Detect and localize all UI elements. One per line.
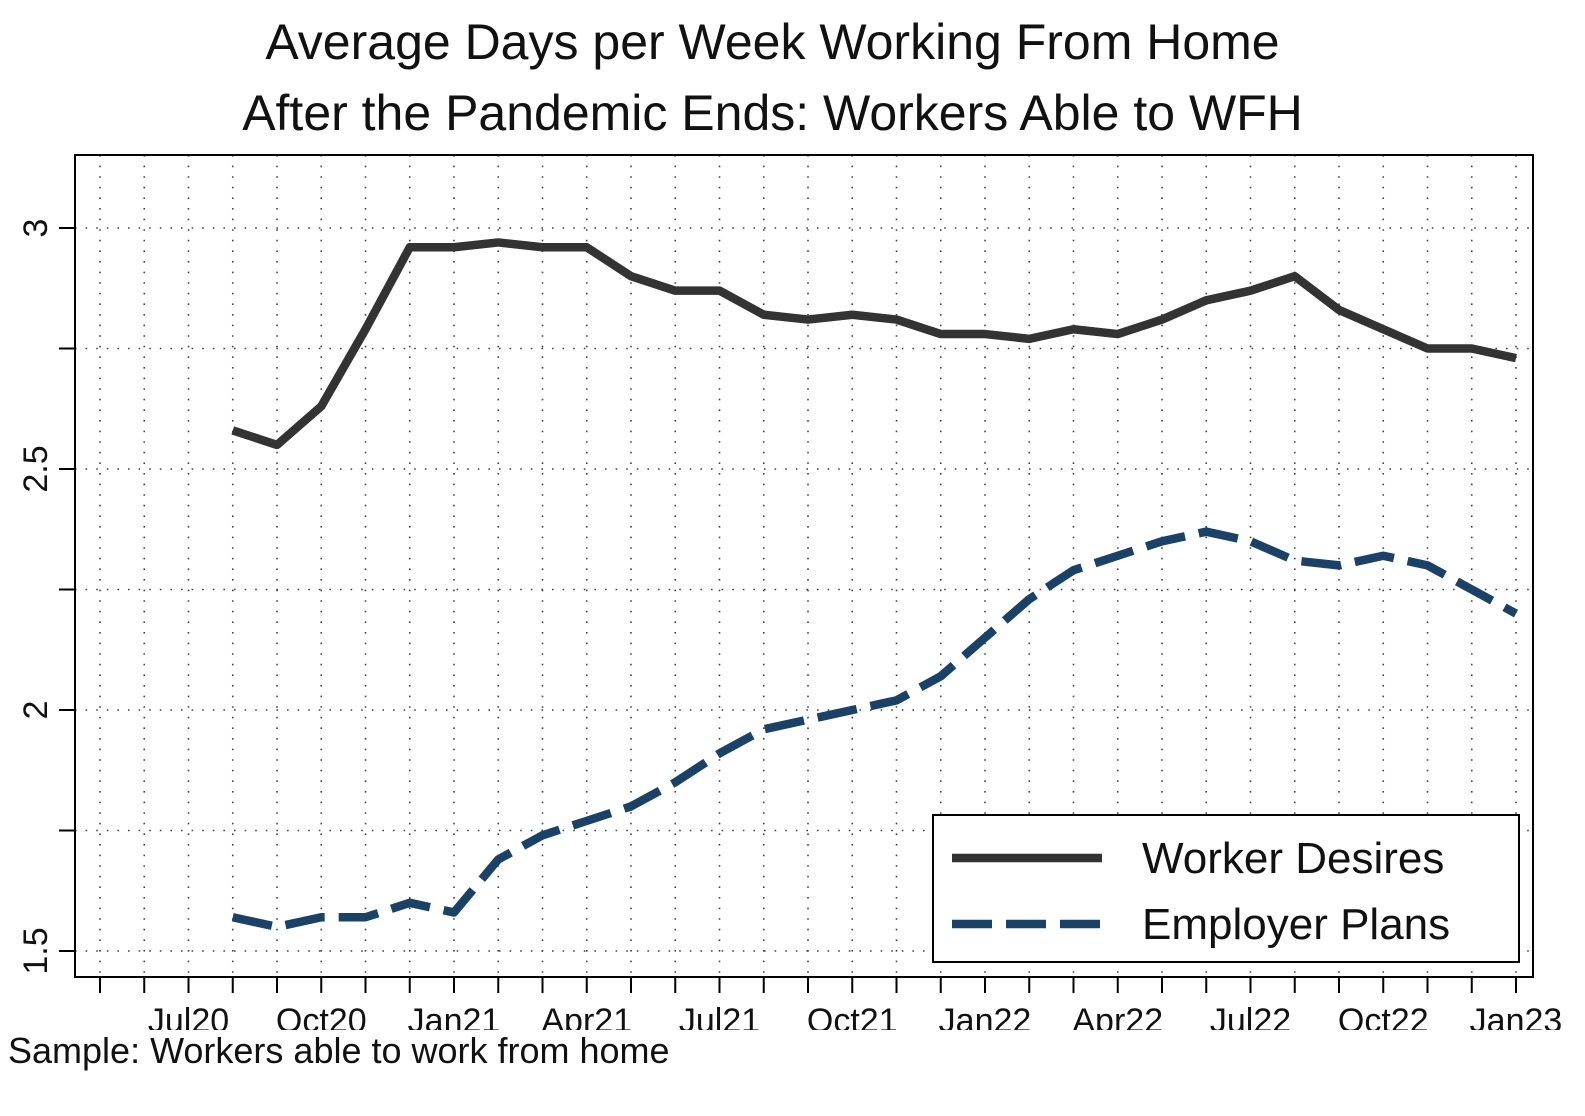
- series-lines: [231, 238, 1519, 932]
- x-tick-label: Oct22: [1338, 1002, 1429, 1030]
- series-line-worker-desires: [231, 238, 1517, 450]
- x-tick-label: Jan23: [1470, 1002, 1563, 1030]
- y-tick-label: 2.5: [17, 445, 55, 492]
- x-tick-label: Oct20: [276, 1002, 367, 1030]
- y-tick-label: 2: [17, 701, 55, 720]
- x-tick-label: Jul21: [679, 1002, 760, 1030]
- chart-title-line-1: Average Days per Week Working From Home: [265, 14, 1280, 70]
- x-tick-label: Jul22: [1210, 1002, 1291, 1030]
- x-tick-label: Jan21: [408, 1002, 501, 1030]
- x-tick-label: Apr22: [1072, 1002, 1163, 1030]
- legend-label: Worker Desires: [1142, 834, 1444, 883]
- x-tick-label: Jan22: [939, 1002, 1032, 1030]
- axes: Jul20 Oct20 Jan21 Apr21 Jul21 Oct21 Jan22 Apr22…: [17, 219, 1562, 1030]
- x-tick-label: Apr21: [541, 1002, 632, 1030]
- legend-box: [932, 814, 1520, 963]
- sample-note: Sample: Workers able to work from home: [8, 1030, 670, 1071]
- series-line-employer-plans: [231, 527, 1519, 932]
- y-tick-label: 3: [17, 219, 55, 238]
- legend: Worker Desires Employer Plans: [932, 814, 1520, 963]
- x-tick-label: Oct21: [807, 1002, 898, 1030]
- y-tick-label: 1.5: [17, 927, 55, 974]
- plot-frame: [74, 154, 1534, 978]
- line-chart: Jul20 Oct20 Jan21 Apr21 Jul21 Oct21 Jan22 Apr22…: [17, 154, 1562, 1030]
- legend-label: Employer Plans: [1142, 900, 1450, 949]
- x-tick-label: Jul20: [148, 1002, 229, 1030]
- chart-title-line-2: After the Pandemic Ends: Workers Able to…: [242, 85, 1303, 141]
